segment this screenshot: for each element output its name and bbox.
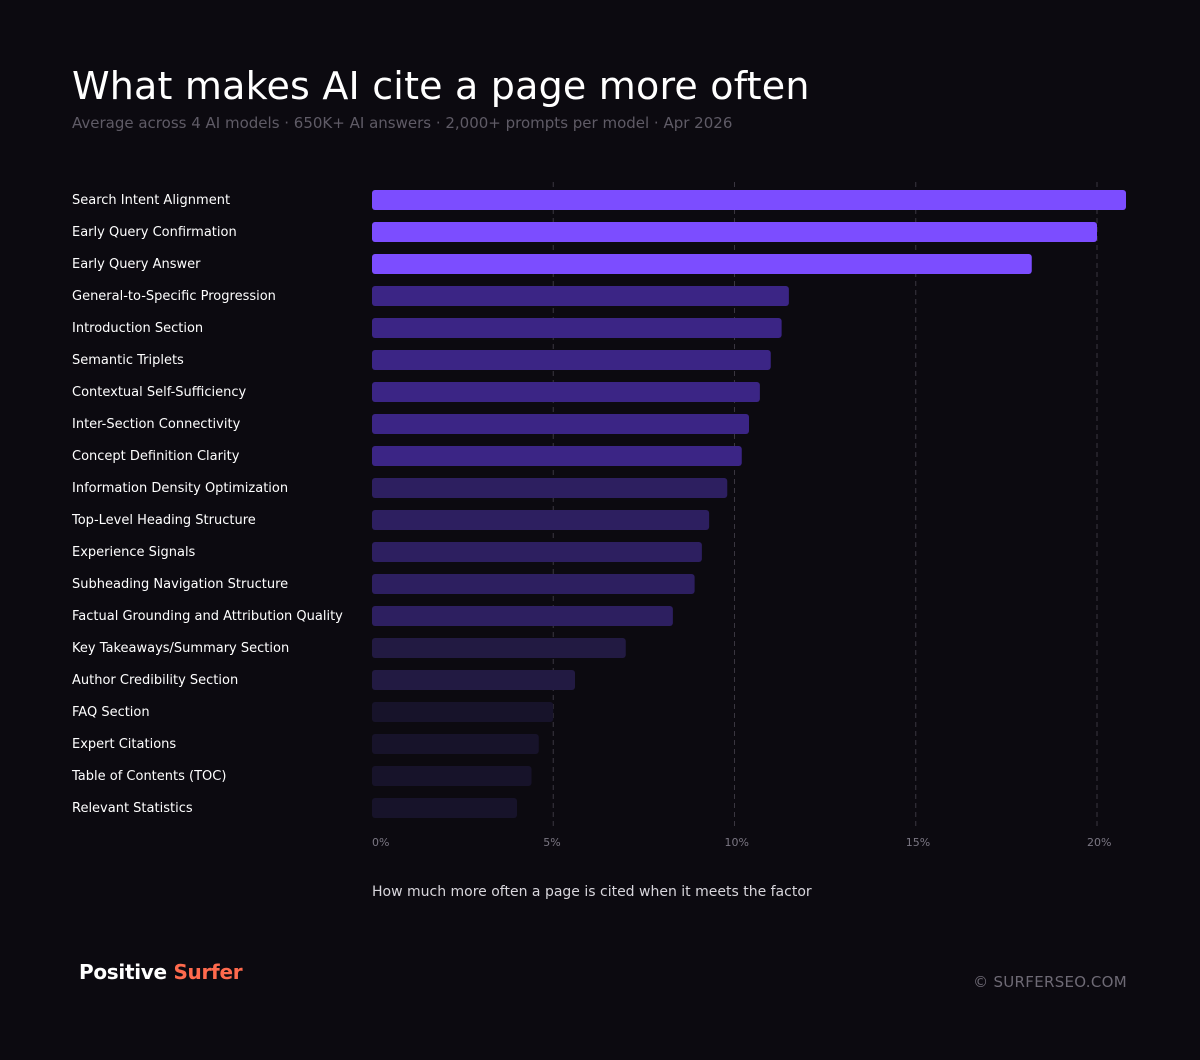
category-label: Semantic Triplets: [72, 353, 184, 368]
brand-name-part1: Positive: [79, 960, 174, 984]
bar: [372, 414, 749, 434]
bar: [372, 638, 626, 658]
bar: [372, 286, 789, 306]
x-tick-label: 15%: [906, 836, 930, 849]
category-label: Early Query Answer: [72, 257, 201, 272]
bar: [372, 542, 702, 562]
x-tick-labels: 0% 5% 10% 15% 20%: [372, 836, 1111, 849]
bar: [372, 254, 1032, 274]
x-tick-label: 10%: [725, 836, 749, 849]
category-label: FAQ Section: [72, 705, 150, 720]
copyright-text: © SURFERSEO.COM: [973, 973, 1127, 991]
chart-subtitle: Average across 4 AI models · 650K+ AI an…: [72, 114, 733, 132]
bar: [372, 478, 728, 498]
category-label: General-to-Specific Progression: [72, 289, 276, 304]
category-label: Introduction Section: [72, 321, 203, 336]
bar: [372, 606, 673, 626]
bar: [372, 574, 695, 594]
chart-title: What makes AI cite a page more often: [72, 64, 810, 108]
bar: [372, 510, 710, 530]
bar: [372, 350, 771, 370]
category-label: Table of Contents (TOC): [71, 769, 226, 784]
category-label: Factual Grounding and Attribution Qualit…: [72, 609, 343, 624]
category-label: Subheading Navigation Structure: [72, 577, 288, 592]
x-tick-label: 0%: [372, 836, 389, 849]
brand-logo[interactable]: Positive Surfer: [79, 960, 243, 984]
category-label: Experience Signals: [72, 545, 196, 560]
category-label: Information Density Optimization: [72, 481, 288, 496]
bar: [372, 734, 539, 754]
bar: [372, 382, 760, 402]
bar: [372, 766, 532, 786]
category-label: Author Credibility Section: [72, 673, 238, 688]
bar: [372, 190, 1126, 210]
category-label: Key Takeaways/Summary Section: [72, 641, 289, 656]
bar: [372, 222, 1097, 242]
bar: [372, 702, 554, 722]
bar: [372, 446, 742, 466]
bar: [372, 798, 517, 818]
category-label: Expert Citations: [72, 737, 176, 752]
grid-lines: [552, 182, 1098, 826]
category-label: Relevant Statistics: [72, 801, 193, 816]
category-label: Concept Definition Clarity: [72, 449, 240, 464]
x-axis-label: How much more often a page is cited when…: [372, 884, 812, 900]
category-label: Early Query Confirmation: [72, 225, 237, 240]
bar: [372, 670, 575, 690]
x-tick-label: 5%: [543, 836, 560, 849]
brand-name-part2: Surfer: [173, 960, 243, 984]
x-tick-label: 20%: [1087, 836, 1111, 849]
bar: [372, 318, 782, 338]
category-label: Search Intent Alignment: [72, 193, 230, 208]
bar-chart: Search Intent Alignment Early Query Confi…: [71, 182, 1126, 849]
category-label: Contextual Self-Sufficiency: [72, 385, 246, 400]
category-label: Top-Level Heading Structure: [71, 513, 256, 528]
category-labels: Search Intent Alignment Early Query Confi…: [71, 193, 343, 816]
category-label: Inter-Section Connectivity: [72, 417, 241, 432]
bars: [372, 190, 1126, 818]
